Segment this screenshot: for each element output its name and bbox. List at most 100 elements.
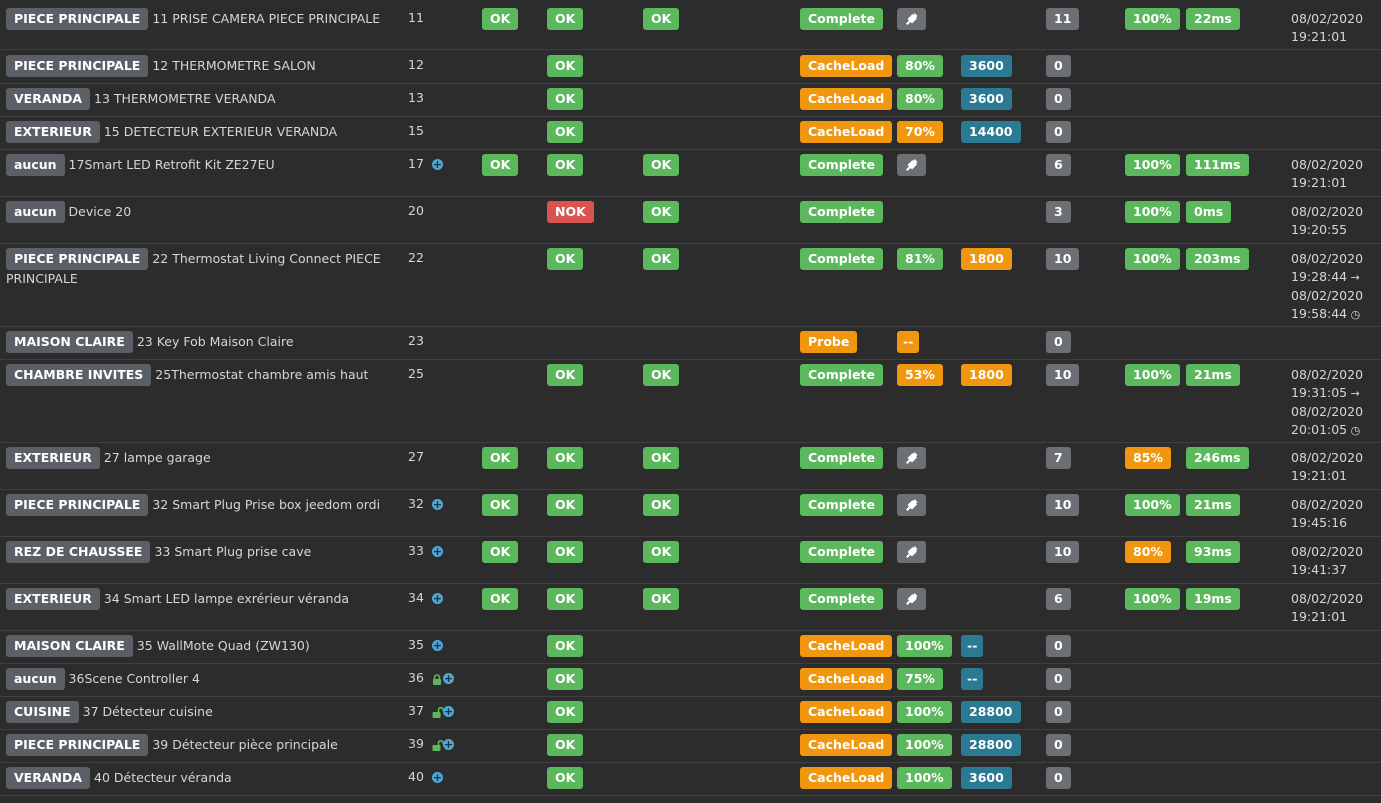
- device-name[interactable]: 40 Détecteur véranda: [94, 770, 232, 785]
- plus-circle-icon[interactable]: +: [432, 498, 443, 511]
- room-label[interactable]: aucun: [6, 154, 65, 176]
- room-label[interactable]: REZ DE CHAUSSEE: [6, 541, 151, 563]
- plus-circle-icon[interactable]: +: [443, 672, 454, 685]
- state-badge: Complete: [800, 541, 883, 563]
- count-badge-cell: 10: [1046, 364, 1080, 386]
- device-name[interactable]: 13 THERMOMETRE VERANDA: [94, 91, 276, 106]
- unlock-icon: [432, 739, 444, 751]
- room-label[interactable]: VERANDA: [6, 88, 91, 110]
- node-id: 17: [408, 156, 424, 171]
- device-name[interactable]: 17Smart LED Retrofit Kit ZE27EU: [68, 157, 275, 172]
- percent-badge-cell: 100%: [1125, 201, 1180, 223]
- status-c-badge: OK: [643, 447, 680, 469]
- device-name-cell: EXTERIEUR 34 Smart LED lampe exrérieur vé…: [6, 588, 386, 610]
- state-badge-cell: CacheLoad: [800, 767, 893, 789]
- plus-circle-icon[interactable]: +: [432, 639, 443, 652]
- plus-circle-icon[interactable]: +: [432, 545, 443, 558]
- timestamp-line: 08/02/2020: [1291, 449, 1363, 467]
- battery-badge-cell: [897, 8, 926, 30]
- room-label[interactable]: MAISON CLAIRE: [6, 331, 133, 353]
- device-name[interactable]: 36Scene Controller 4: [68, 671, 200, 686]
- count-badge-cell: 0: [1046, 734, 1071, 756]
- clock-icon: ◷: [1347, 308, 1361, 321]
- node-id: 23: [408, 333, 424, 348]
- device-name[interactable]: 34 Smart LED lampe exrérieur véranda: [103, 591, 350, 606]
- latency-badge-cell: 21ms: [1186, 364, 1240, 386]
- status-c-badge: OK: [643, 201, 680, 223]
- device-name[interactable]: 23 Key Fob Maison Claire: [136, 334, 294, 349]
- device-name[interactable]: 37 Détecteur cuisine: [82, 704, 213, 719]
- timestamp-line: 08/02/2020: [1291, 366, 1363, 384]
- timestamp-line: 19:58:44 ◷: [1291, 305, 1363, 324]
- status-a-badge: OK: [482, 588, 519, 610]
- plus-circle-icon[interactable]: +: [432, 592, 443, 605]
- status-b-badge: OK: [547, 734, 584, 756]
- room-label[interactable]: EXTERIEUR: [6, 121, 100, 143]
- device-name[interactable]: 15 DETECTEUR EXTERIEUR VERANDA: [103, 124, 338, 139]
- power-plug-icon: [897, 154, 926, 176]
- device-name[interactable]: 12 THERMOMETRE SALON: [152, 58, 316, 73]
- room-label[interactable]: VERANDA: [6, 767, 91, 789]
- plus-circle-icon[interactable]: +: [443, 738, 454, 751]
- state-badge: Complete: [800, 588, 883, 610]
- wakeup-badge: 3600: [961, 88, 1012, 110]
- device-name[interactable]: 35 WallMote Quad (ZW130): [136, 638, 310, 653]
- plus-circle-icon[interactable]: +: [432, 771, 443, 784]
- table-row: EXTERIEUR 15 DETECTEUR EXTERIEUR VERANDA 1…: [0, 116, 1381, 150]
- room-label[interactable]: PIECE PRINCIPALE: [6, 8, 149, 30]
- room-label[interactable]: EXTERIEUR: [6, 588, 100, 610]
- room-label[interactable]: aucun: [6, 201, 65, 223]
- room-label[interactable]: aucun: [6, 668, 65, 690]
- battery-badge-cell: [897, 541, 926, 563]
- count-badge: 0: [1046, 734, 1071, 756]
- room-label[interactable]: PIECE PRINCIPALE: [6, 734, 149, 756]
- device-name[interactable]: 39 Détecteur pièce principale: [152, 737, 338, 752]
- state-badge-cell: Complete: [800, 8, 883, 30]
- device-name[interactable]: 11 PRISE CAMERA PIECE PRINCIPALE: [152, 11, 381, 26]
- latency-badge: 246ms: [1186, 447, 1249, 469]
- timestamp-text: 08/02/2020: [1291, 591, 1364, 606]
- timestamp-line: 19:28:44 →: [1291, 268, 1363, 287]
- status-b-badge: OK: [547, 55, 584, 77]
- count-badge-cell: 0: [1046, 331, 1071, 353]
- timestamp-cell: 08/02/2020 19:21:01: [1291, 10, 1363, 46]
- table-row: aucun 17Smart LED Retrofit Kit ZE27EU 17 + O…: [0, 149, 1381, 197]
- timestamp-line: 08/02/2020: [1291, 496, 1363, 514]
- device-name[interactable]: 22 Thermostat Living Connect PIECE PRINC…: [6, 251, 381, 286]
- plus-circle-icon[interactable]: +: [432, 158, 443, 171]
- room-label[interactable]: CUISINE: [6, 701, 79, 723]
- device-name-cell: REZ DE CHAUSSEE 33 Smart Plug prise cave: [6, 541, 386, 563]
- wakeup-badge-cell: 28800: [961, 701, 1021, 723]
- room-label[interactable]: CHAMBRE INVITES: [6, 364, 152, 386]
- state-badge: CacheLoad: [800, 734, 893, 756]
- count-badge: 0: [1046, 635, 1071, 657]
- plus-circle-icon[interactable]: +: [443, 705, 454, 718]
- device-name[interactable]: 27 lampe garage: [103, 450, 211, 465]
- battery-badge-cell: 70%: [897, 121, 943, 143]
- percent-badge-cell: 100%: [1125, 248, 1180, 270]
- count-badge-cell: 10: [1046, 541, 1080, 563]
- timestamp-line: 19:20:55: [1291, 221, 1363, 239]
- timestamp-text: 19:21:01: [1291, 609, 1348, 624]
- status-b-badge-cell: OK: [547, 121, 584, 143]
- timestamp-text: 08/02/2020: [1291, 157, 1364, 172]
- device-name[interactable]: 25Thermostat chambre amis haut: [155, 367, 369, 382]
- device-name[interactable]: 33 Smart Plug prise cave: [154, 544, 312, 559]
- status-b-badge: OK: [547, 588, 584, 610]
- room-label[interactable]: PIECE PRINCIPALE: [6, 248, 149, 270]
- battery-badge-cell: 100%: [897, 701, 952, 723]
- room-label[interactable]: EXTERIEUR: [6, 447, 100, 469]
- device-name-cell: EXTERIEUR 15 DETECTEUR EXTERIEUR VERANDA: [6, 121, 386, 143]
- node-icons: +: [432, 543, 443, 558]
- status-b-badge-cell: OK: [547, 767, 584, 789]
- device-name[interactable]: 32 Smart Plug Prise box jeedom ordi: [152, 497, 381, 512]
- status-c-badge-cell: OK: [643, 364, 680, 386]
- status-b-badge: OK: [547, 8, 584, 30]
- room-label[interactable]: PIECE PRINCIPALE: [6, 494, 149, 516]
- room-label[interactable]: PIECE PRINCIPALE: [6, 55, 149, 77]
- device-name-cell: PIECE PRINCIPALE 32 Smart Plug Prise box …: [6, 494, 386, 516]
- device-name[interactable]: Device 20: [68, 204, 132, 219]
- battery-badge: 100%: [897, 635, 952, 657]
- room-label[interactable]: MAISON CLAIRE: [6, 635, 133, 657]
- battery-badge: 100%: [897, 767, 952, 789]
